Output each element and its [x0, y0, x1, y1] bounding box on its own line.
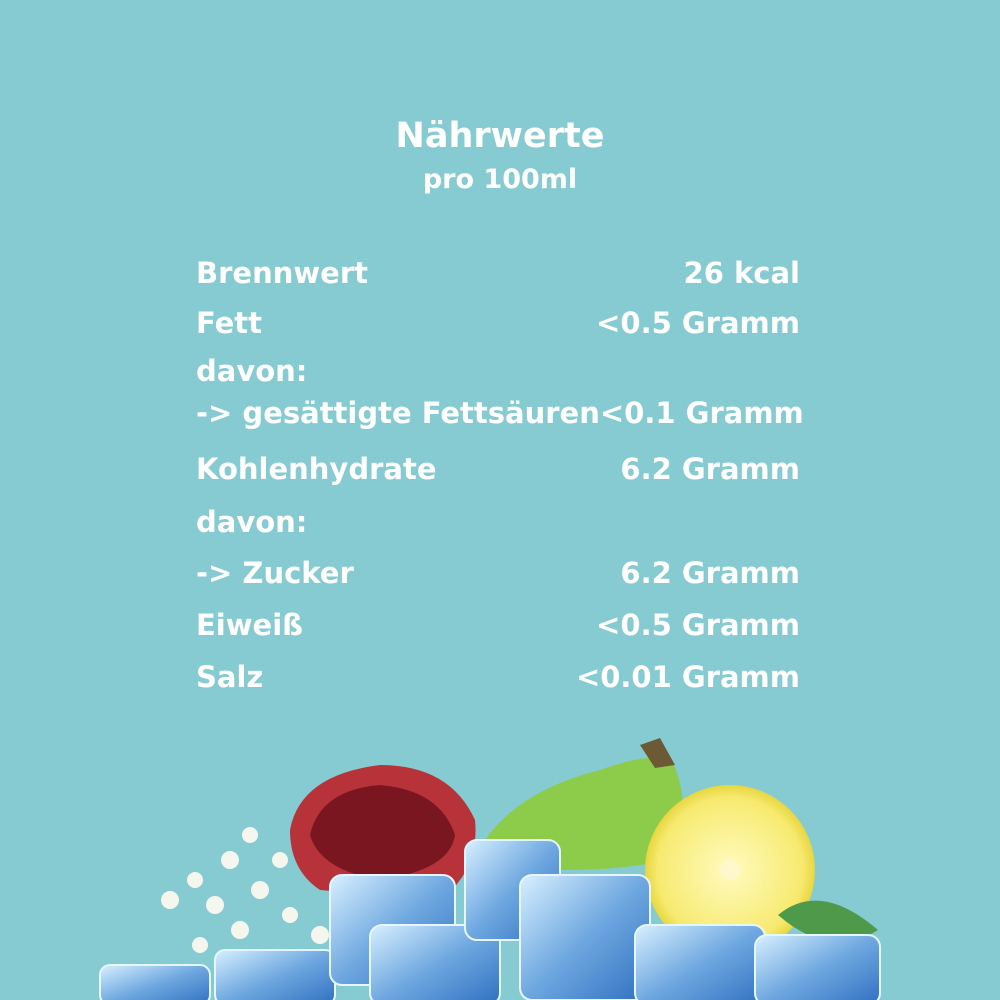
elderflower-icon: [161, 827, 329, 953]
nutrition-row: Fett <0.5 Gramm: [196, 306, 800, 340]
row-label: Kohlenhydrate: [196, 452, 437, 486]
row-label: Salz: [196, 660, 264, 694]
nutrition-row: Eiweiß <0.5 Gramm: [196, 608, 800, 642]
ice-cubes-icon: [99, 839, 881, 1000]
row-label: Fett: [196, 306, 263, 340]
nutrition-row: Salz <0.01 Gramm: [196, 660, 800, 694]
row-value: 6.2 Gramm: [620, 452, 800, 486]
nutrition-row: Kohlenhydrate 6.2 Gramm: [196, 452, 800, 486]
row-value: <0.1 Gramm: [599, 396, 804, 430]
fruit-ice-illustration: [99, 738, 881, 1000]
row-value: <0.5 Gramm: [596, 608, 800, 642]
mint-leaf-icon: [778, 900, 878, 942]
row-label: -> Zucker: [196, 556, 354, 590]
lemon-icon: [645, 785, 815, 955]
nutrition-row: davon:: [196, 505, 800, 539]
row-label: Eiweiß: [196, 608, 304, 642]
row-label: Brennwert: [196, 256, 368, 290]
nutrition-row: Brennwert 26 kcal: [196, 256, 800, 290]
row-value: <0.01 Gramm: [575, 660, 800, 694]
pomegranate-icon: [290, 765, 476, 900]
page-subtitle: pro 100ml: [422, 164, 578, 195]
nutrition-row: -> Zucker 6.2 Gramm: [196, 556, 800, 590]
row-value: <0.5 Gramm: [596, 306, 800, 340]
page-title: Nährwerte: [395, 116, 605, 156]
row-label: -> gesättigte Fettsäuren: [196, 396, 600, 430]
row-value: 6.2 Gramm: [620, 556, 800, 590]
nutrition-row: -> gesättigte Fettsäuren <0.1 Gramm: [196, 396, 804, 430]
row-label: davon:: [196, 354, 308, 388]
row-label: davon:: [196, 505, 308, 539]
nutrition-row: davon:: [196, 354, 800, 388]
row-value: 26 kcal: [683, 256, 800, 290]
